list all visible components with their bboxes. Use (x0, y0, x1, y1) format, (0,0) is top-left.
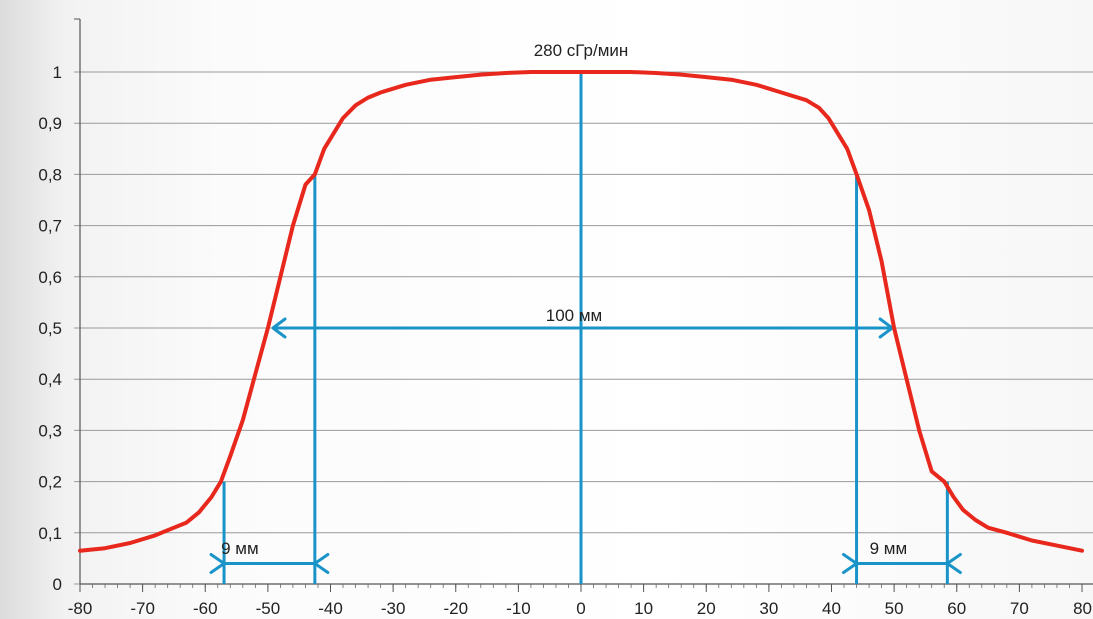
x-tick-label: 20 (697, 599, 716, 618)
annotation-layer: 280 сГр/мин 100 мм 9 мм 9 мм (221, 41, 907, 558)
x-axis-ticks: -80 -70 -60 -50 -40 -30 -20 -10 0 10 20 30 40 50 60 70 8… (68, 584, 1092, 618)
right-penumbra-label: 9 мм (870, 539, 908, 558)
y-tick-label: 1 (53, 63, 62, 82)
y-tick-label: 0,9 (38, 114, 62, 133)
x-tick-label: 30 (759, 599, 778, 618)
y-tick-label: 0,4 (38, 370, 62, 389)
x-tick-label: 70 (1010, 599, 1029, 618)
x-tick-label: -10 (506, 599, 531, 618)
left-penumbra-arrow-head-left (209, 553, 226, 575)
field-width-label: 100 мм (546, 306, 602, 325)
right-penumbra-arrow-head-right (945, 553, 962, 575)
series-layer (78, 70, 1084, 553)
y-tick-label: 0,3 (38, 421, 62, 440)
dose-profile-line (78, 70, 1084, 553)
y-tick-label: 0,8 (38, 165, 62, 184)
y-axis-ticks: 0 0,1 0,2 0,3 0,4 0,5 0,6 0,7 0,8 0,9 1 (38, 63, 62, 594)
x-tick-label: 50 (885, 599, 904, 618)
right-penumbra-arrow-head-left (842, 553, 859, 575)
x-tick-label: 40 (822, 599, 841, 618)
y-tick-label: 0,2 (38, 473, 62, 492)
x-tick-label: -50 (256, 599, 281, 618)
width-arrow-head-left (271, 317, 287, 339)
x-tick-label: -80 (68, 599, 93, 618)
x-tick-label: 80 (1073, 599, 1092, 618)
x-tick-label: 0 (576, 599, 585, 618)
left-penumbra-label: 9 мм (221, 539, 259, 558)
y-tick-label: 0,6 (38, 268, 62, 287)
x-tick-label: -40 (318, 599, 343, 618)
x-tick-label: -70 (130, 599, 155, 618)
x-tick-label: -30 (381, 599, 406, 618)
y-tick-label: 0,1 (38, 524, 62, 543)
x-tick-label: 60 (947, 599, 966, 618)
y-tick-label: 0 (53, 575, 62, 594)
axes (74, 18, 1093, 585)
dose-rate-label: 280 сГр/мин (534, 41, 629, 60)
left-penumbra-arrow-head-right (313, 553, 330, 575)
y-tick-label: 0,7 (38, 217, 62, 236)
x-tick-label: -60 (193, 599, 218, 618)
y-tick-label: 0,5 (38, 319, 62, 338)
x-tick-label: 10 (634, 599, 653, 618)
x-tick-label: -20 (443, 599, 468, 618)
